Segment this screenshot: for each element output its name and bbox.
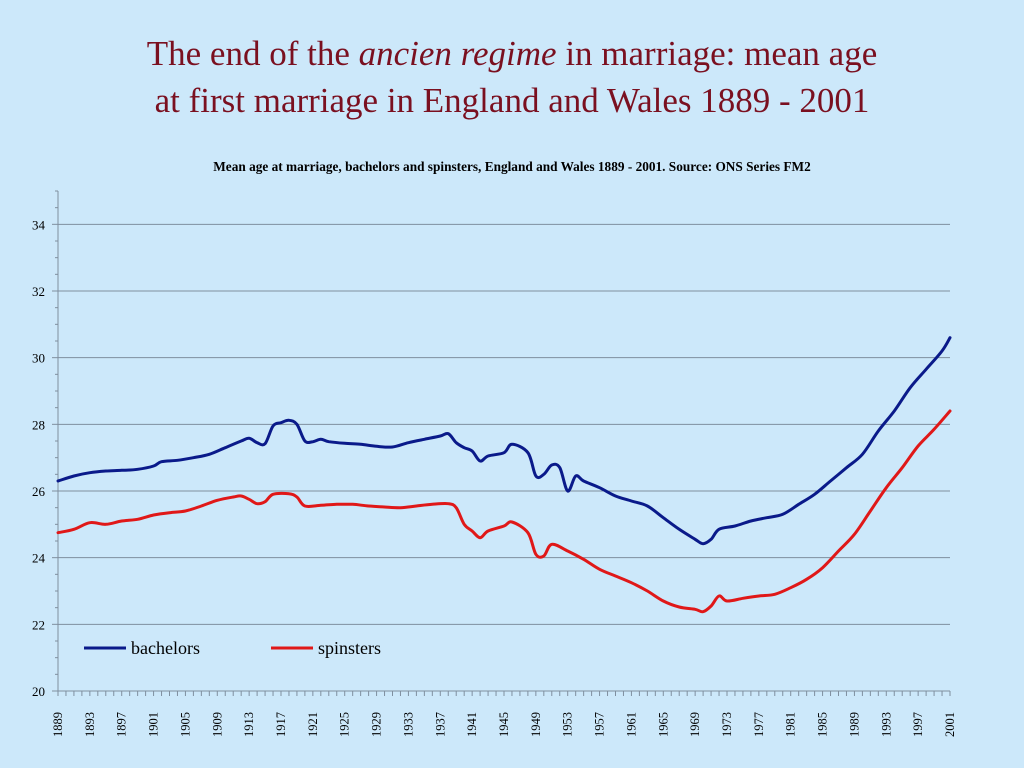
x-tick-label-1937: 1937	[433, 712, 447, 737]
x-tick-label-1909: 1909	[210, 712, 224, 737]
x-tick-label-1933: 1933	[401, 712, 415, 737]
x-tick-label-1929: 1929	[370, 712, 384, 737]
slide-title-part2: in marriage: mean age	[556, 34, 878, 73]
x-tick-label-1905: 1905	[178, 712, 192, 737]
chart-title: Mean age at marriage, bachelors and spin…	[213, 159, 811, 174]
x-tick-label-1969: 1969	[688, 712, 702, 737]
series-line-spinsters	[56, 409, 952, 614]
x-tick-label-1945: 1945	[497, 712, 511, 737]
x-tick-label-1897: 1897	[115, 712, 129, 737]
x-tick-label-1941: 1941	[465, 712, 479, 737]
x-tick-label-1889: 1889	[51, 712, 65, 737]
legend-label-spinsters: spinsters	[318, 638, 381, 658]
slide-title-italic: ancien regime	[358, 34, 557, 73]
y-tick-label-32: 32	[32, 284, 45, 299]
y-tick-label-22: 22	[32, 617, 45, 632]
x-tick-label-1977: 1977	[752, 712, 766, 737]
x-tick-label-1921: 1921	[306, 712, 320, 737]
y-tick-label-20: 20	[32, 684, 45, 699]
x-tick-label-1993: 1993	[879, 712, 893, 737]
x-tick-label-1913: 1913	[242, 712, 256, 737]
y-tick-label-26: 26	[32, 484, 46, 499]
legend-label-bachelors: bachelors	[131, 638, 200, 658]
x-tick-label-1997: 1997	[911, 712, 925, 737]
x-tick-label-1973: 1973	[720, 712, 734, 737]
x-tick-label-1917: 1917	[274, 712, 288, 737]
y-tick-label-24: 24	[32, 551, 46, 566]
series-line-bachelors	[56, 336, 952, 546]
x-tick-label-1893: 1893	[83, 712, 97, 737]
legend-background	[74, 626, 420, 668]
y-tick-label-30: 30	[32, 351, 45, 366]
slide-title-part1: The end of the	[146, 34, 359, 73]
x-tick-label-1985: 1985	[816, 712, 830, 737]
x-tick-label-1953: 1953	[561, 712, 575, 737]
x-tick-label-1957: 1957	[593, 712, 607, 737]
x-tick-label-1989: 1989	[847, 712, 861, 737]
x-tick-label-1925: 1925	[338, 712, 352, 737]
x-tick-label-2001: 2001	[943, 712, 957, 737]
x-tick-label-1949: 1949	[529, 712, 543, 737]
slide-title: The end of the ancien regime in marriage…	[0, 30, 1024, 124]
x-tick-label-1901: 1901	[147, 712, 161, 737]
x-tick-label-1981: 1981	[784, 712, 798, 737]
x-tick-label-1965: 1965	[656, 712, 670, 737]
y-tick-label-34: 34	[32, 217, 46, 232]
x-tick-label-1961: 1961	[624, 712, 638, 737]
y-tick-label-28: 28	[32, 417, 45, 432]
slide-title-line2: at first marriage in England and Wales 1…	[154, 81, 870, 120]
